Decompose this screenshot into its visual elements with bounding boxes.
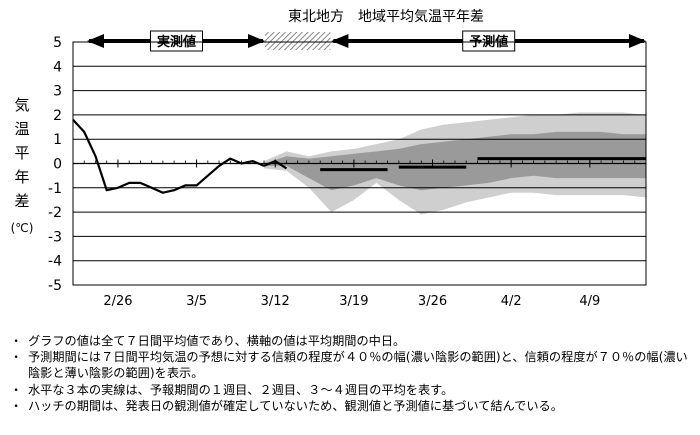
- note-text: ハッチの期間は、発表日の観測値が確定していないため、観測値と予測値に基づいて結ん…: [28, 398, 563, 413]
- plot-frame: [72, 41, 647, 286]
- observed-period-label-box: [150, 30, 203, 52]
- note-item: ・ 水平な３本の実線は、予報期間の１週目、２週目、３～４週目の平均を表す。: [10, 382, 696, 398]
- y-axis-label-char: 気: [14, 96, 29, 114]
- y-tick-label: -3: [48, 229, 62, 245]
- weekly-mean-lines: [320, 157, 646, 172]
- x-tick-label: 2/26: [103, 294, 132, 309]
- note-bullet: ・: [10, 350, 23, 365]
- note-text: 予測期間には７日間平均気温の予想に対する信頼の程度が４０％の幅(濃い陰影の範囲)…: [28, 350, 688, 381]
- x-tick-label: 3/12: [261, 294, 290, 309]
- note-bullet: ・: [10, 398, 23, 413]
- note-item: ・ ハッチの期間は、発表日の観測値が確定していないため、観測値と予測値に基づいて…: [10, 398, 696, 414]
- axes: -5 -4 -3 -2 -1 0 1 2 3 4 5 2/26 3/5 3/12 3/19 3/26 4/2 4/…: [48, 35, 647, 309]
- y-axis-label-char: 温: [14, 120, 29, 138]
- forecast-period-arrow-head-left: [331, 34, 349, 48]
- y-axis-label-char: (℃): [11, 221, 34, 235]
- x-tick-label: 4/2: [501, 294, 522, 309]
- y-tick-label: -4: [48, 254, 62, 270]
- note-item: ・ グラフの値は全て７日間平均値であり、横軸の値は平均期間の中日。: [10, 333, 696, 349]
- y-tick-label: -2: [48, 205, 62, 221]
- y-tick-label: 1: [53, 132, 62, 148]
- x-tick-label: 3/26: [418, 294, 447, 309]
- note-bullet: ・: [10, 382, 23, 397]
- y-tick-label: -5: [48, 278, 62, 294]
- y-tick-label: 5: [53, 35, 62, 51]
- forecast-period-label-box: [462, 30, 516, 52]
- observed-period-arrow-head-right: [248, 34, 265, 48]
- grid-lines: [73, 41, 646, 286]
- note-bullet: ・: [10, 334, 23, 348]
- y-tick-label: 2: [53, 108, 62, 124]
- x-tick-label: 3/5: [186, 294, 207, 309]
- observed-period-arrow-head-left: [87, 34, 104, 48]
- y-axis-label: 気温平年差 (℃): [11, 96, 34, 235]
- note-text: グラフの値は全て７日間平均値であり、横軸の値は平均期間の中日。: [28, 334, 406, 348]
- x-tick-label: 3/19: [339, 294, 368, 309]
- y-tick-label: 0: [53, 157, 62, 173]
- y-tick-label: 4: [53, 59, 62, 75]
- y-axis-label-char: 年: [14, 168, 29, 186]
- y-axis-label-char: 差: [14, 192, 29, 210]
- y-tick-label: 3: [53, 84, 62, 100]
- temperature-anomaly-chart: 東北地方 地域平均気温平年差 実測値 予測値 -5 -4 -3 -2 -1 0 1 2 3 4 5 2/…: [11, 9, 647, 309]
- note-text: 水平な３本の実線は、予報期間の１週目、２週目、３～４週目の平均を表す。: [28, 382, 454, 397]
- hatched-period-box: [265, 32, 331, 50]
- x-tick-label: 4/9: [579, 294, 600, 309]
- note-item: ・ 予測期間には７日間平均気温の予想に対する信頼の程度が４０％の幅(濃い陰影の範…: [10, 349, 696, 381]
- connector-series-line: [263, 160, 288, 170]
- chart-title: 東北地方 地域平均気温平年差: [288, 9, 484, 25]
- observed-series-line: [72, 119, 265, 194]
- y-axis-label-char: 平: [14, 144, 29, 162]
- observed-lines: [72, 119, 288, 194]
- chart-notes: ・ グラフの値は全て７日間平均値であり、横軸の値は平均期間の中日。 ・ 予測期間…: [10, 333, 696, 414]
- y-tick-label: -1: [48, 181, 62, 197]
- forecast-period-arrow-head-right: [629, 34, 646, 48]
- period-indicators: 実測値 予測値: [87, 30, 646, 52]
